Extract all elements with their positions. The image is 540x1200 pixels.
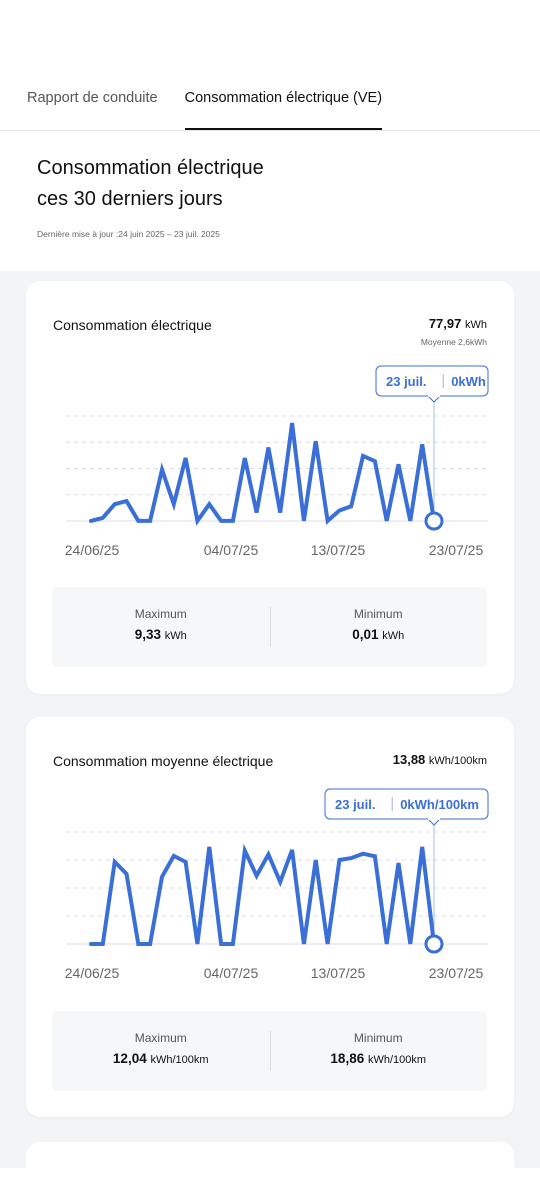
x-tick-label: 24/06/25 [65,542,120,558]
series-line [89,843,436,946]
max-value: 12,04 [112,1051,147,1066]
series-line [89,422,436,526]
total-consumption: 77,97 kWh [429,316,487,331]
total-unit: kWh/100km [428,755,487,767]
stats-panel: Maximum 9,33 kWh Minimum 0,01 kWh [52,587,487,667]
last-updated: Dernière mise à jour :24 juin 2025 – 23 … [37,229,220,239]
card-title: Consommation électrique [53,317,212,333]
stat-min-value: 18,86 kWh/100km [270,1051,488,1066]
stat-minimum: Minimum 0,01 kWh [270,587,488,667]
average-consumption-card: Consommation moyenne électrique 13,88 kW… [26,717,514,1117]
stat-divider [270,1031,271,1071]
avg-consumption-line-chart: 23 juil. 0kWh/100km 24/06/25 04/07/25 13/07/… [65,788,489,981]
page-header: Consommation électrique ces 30 derniers … [0,131,540,271]
tab-bar: Rapport de conduite Consommation électri… [27,90,409,130]
max-value: 9,33 [134,627,161,642]
stat-min-value: 0,01 kWh [270,627,488,642]
tooltip-date: 23 juil. [335,797,375,812]
tab-driving-report[interactable]: Rapport de conduite [27,90,158,106]
total-value: 13,88 [392,752,426,767]
total-value: 77,97 [428,316,462,331]
average-consumption: Moyenne 2,6kWh [420,337,487,347]
x-tick-label: 23/07/25 [429,542,484,558]
energy-consumption-card: Consommation électrique 77,97 kWh Moyenn… [26,281,514,694]
tooltip-value: 0kWh [451,374,486,389]
tooltip-arrow [427,395,441,403]
consumption-line-chart: 23 juil. 0kWh 24/06/25 04/07/25 13/07/25 23/0… [65,365,489,558]
card-title: Consommation moyenne électrique [53,753,274,769]
stat-max-label: Maximum [134,607,187,621]
total-unit: kWh [465,319,487,331]
x-tick-label: 04/07/25 [204,542,259,558]
x-tick-label: 04/07/25 [204,965,259,981]
x-tick-label: 13/07/25 [311,542,366,558]
stat-max-value: 12,04 kWh/100km [52,1051,270,1066]
stat-min-label: Minimum [353,607,403,621]
tooltip-date: 23 juil. [386,374,426,389]
total-consumption: 13,88 kWh/100km [393,752,487,767]
selected-point [424,934,444,954]
min-unit: kWh/100km [367,1054,427,1066]
max-unit: kWh [164,630,187,642]
page-title-line2: ces 30 derniers jours [37,188,223,210]
stat-maximum: Maximum 9,33 kWh [52,587,270,667]
stat-min-label: Minimum [353,1031,403,1045]
tab-ev-consumption[interactable]: Consommation électrique (VE) [184,90,383,130]
selected-point [424,511,444,531]
x-tick-label: 13/07/25 [311,965,366,981]
top-bar: Rapport de conduite Consommation électri… [0,0,540,131]
x-tick-label: 23/07/25 [429,965,484,981]
stat-maximum: Maximum 12,04 kWh/100km [52,1011,270,1091]
stat-max-label: Maximum [134,1031,187,1045]
min-value: 0,01 [352,627,379,642]
x-tick-label: 24/06/25 [65,965,120,981]
page-title-line1: Consommation électrique [37,157,264,179]
tooltip-box [324,788,489,820]
stat-divider [270,607,271,647]
stats-panel: Maximum 12,04 kWh/100km Minimum 18,86 kW… [52,1011,487,1091]
tooltip-value: 0kWh/100km [400,797,479,812]
stat-minimum: Minimum 18,86 kWh/100km [270,1011,488,1091]
max-unit: kWh/100km [150,1054,209,1066]
min-value: 18,86 [330,1051,365,1066]
tooltip-arrow [427,818,441,826]
bottom-fade [0,1168,540,1200]
stat-max-value: 9,33 kWh [52,627,270,642]
min-unit: kWh [382,630,405,642]
